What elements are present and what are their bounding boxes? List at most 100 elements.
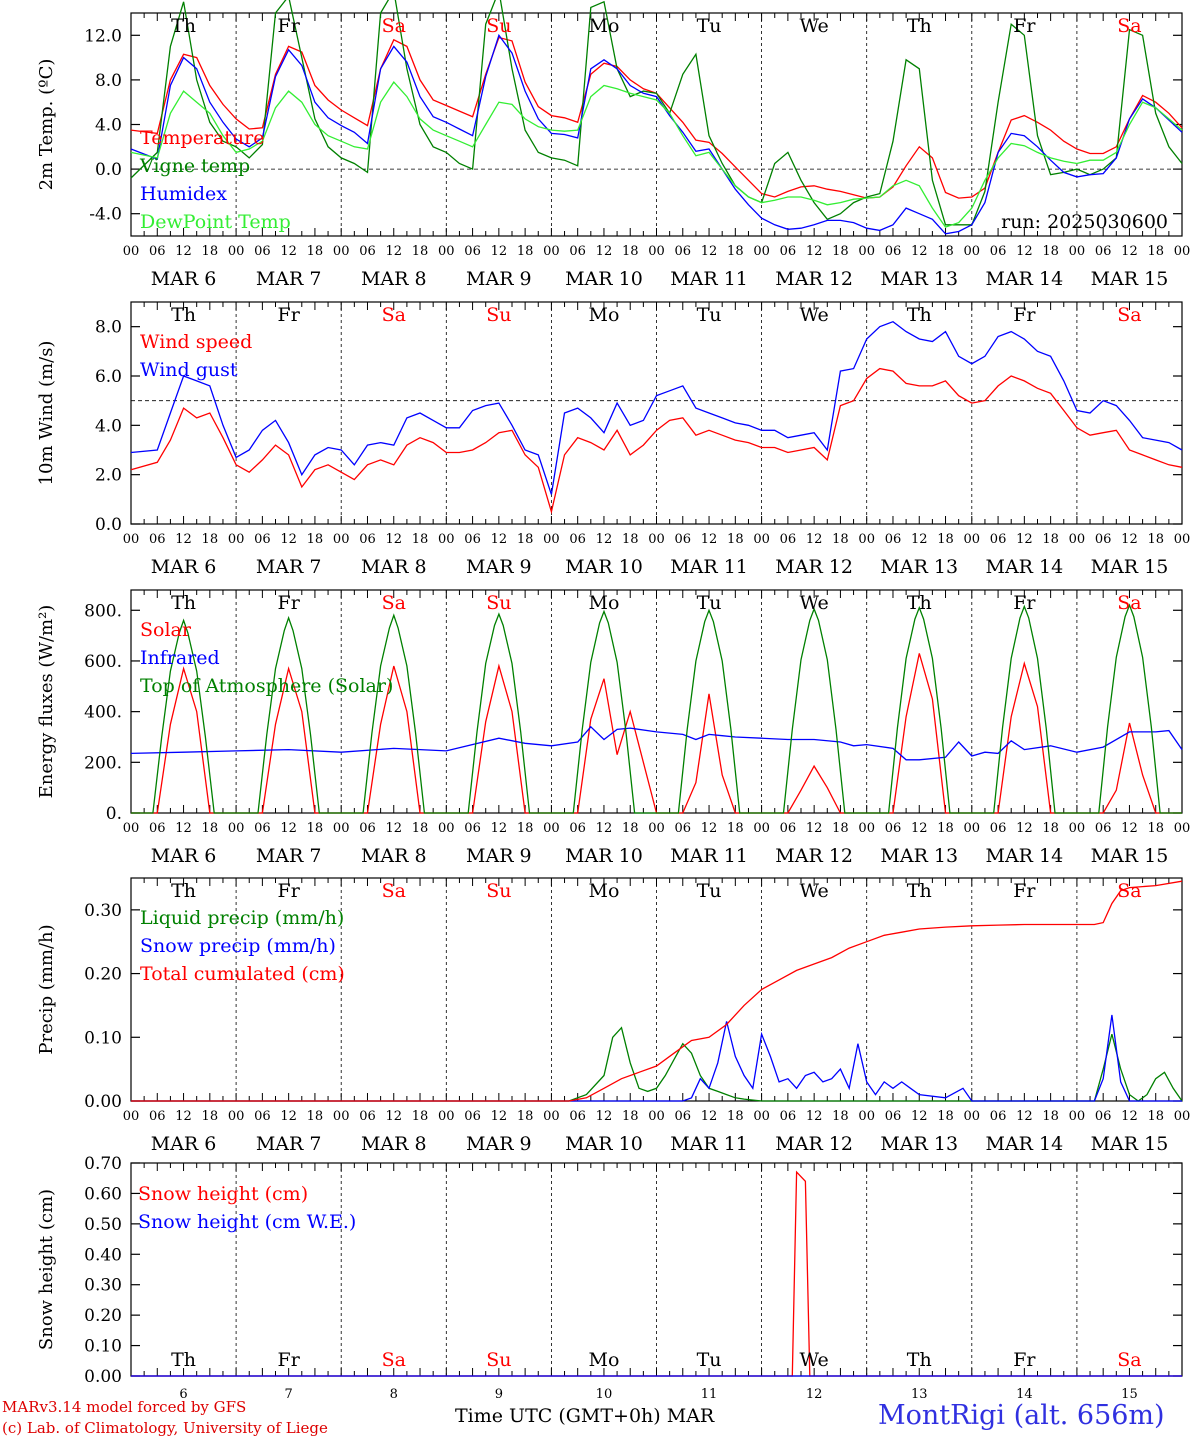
weekday-label: Sa [1117,880,1141,902]
y-axis-label: Snow height (cm) [36,1189,57,1350]
hour-tick-label: 06 [990,532,1007,547]
hour-tick-label: 06 [780,1109,797,1124]
date-label: MAR 9 [466,268,532,290]
weekday-label: We [800,15,829,37]
legend-entry: Snow height (cm) [138,1183,308,1205]
legend-entry: Vigne temp [139,155,250,177]
legend-entry: Snow precip (mm/h) [140,935,336,957]
date-label: MAR 12 [775,845,853,867]
date-label: MAR 15 [1091,556,1169,578]
hour-tick-label: 06 [254,1109,271,1124]
hour-tick-label: 06 [990,244,1007,259]
hour-tick-label: 00 [543,244,560,259]
legend-entry: Snow height (cm W.E.) [138,1211,356,1233]
hour-tick-label: 06 [675,532,692,547]
hour-tick-label: 12 [175,1109,192,1124]
y-tick-label: 12.0 [84,26,122,46]
date-label: MAR 14 [985,268,1063,290]
hour-tick-label: 12 [1016,244,1033,259]
hour-tick-label: 18 [517,1109,534,1124]
hour-tick-label: 12 [701,244,718,259]
hour-tick-label: 18 [1147,244,1164,259]
y-tick-label: 0.00 [84,1092,122,1112]
legend-entry: DewPoint Temp [140,211,291,233]
hour-tick-label: 12 [280,821,297,836]
series-line [131,1026,1183,1102]
day-number-label: 12 [806,1387,823,1402]
date-label: MAR 10 [565,268,643,290]
weekday-label: Th [171,304,196,326]
legend-entry: Total cumulated (cm) [140,963,345,985]
day-number-label: 10 [596,1387,613,1402]
hour-tick-label: 06 [149,1109,166,1124]
legend-entry: Liquid precip (mm/h) [140,907,344,929]
hour-tick-label: 00 [1174,1109,1191,1124]
y-tick-label: 0.70 [84,1154,122,1174]
date-label: MAR 7 [256,845,322,867]
hour-tick-label: 06 [675,1109,692,1124]
hour-tick-label: 06 [464,244,481,259]
hour-tick-label: 18 [622,532,639,547]
y-axis-label: 10m Wind (m/s) [36,341,57,486]
hour-tick-label: 00 [228,821,245,836]
weekday-label: Fr [1013,880,1036,902]
weekday-label: Th [171,15,196,37]
weekday-label: Fr [278,592,301,614]
hour-tick-label: 12 [385,244,402,259]
hour-tick-label: 06 [359,821,376,836]
hour-tick-label: 00 [648,532,665,547]
hour-tick-label: 06 [464,532,481,547]
hour-tick-label: 18 [727,1109,744,1124]
hour-tick-label: 18 [622,244,639,259]
hour-tick-label: 00 [1069,532,1086,547]
weekday-label: Mo [588,880,619,902]
weekday-label: Th [907,15,932,37]
hour-tick-label: 12 [1121,244,1138,259]
hour-tick-label: 12 [806,532,823,547]
hour-tick-label: 00 [964,244,981,259]
hour-tick-label: 12 [1121,1109,1138,1124]
hour-tick-label: 06 [885,532,902,547]
hour-tick-label: 00 [333,244,350,259]
weekday-label: Th [907,880,932,902]
hour-tick-label: 18 [832,244,849,259]
date-label: MAR 11 [670,1133,748,1155]
hour-tick-label: 18 [1147,821,1164,836]
hour-tick-label: 00 [543,532,560,547]
hour-tick-label: 06 [569,821,586,836]
hour-tick-label: 18 [937,532,954,547]
date-label: MAR 9 [466,556,532,578]
series-line [130,36,1183,199]
weekday-label: Sa [382,1349,406,1371]
date-label: MAR 13 [880,845,958,867]
weekday-label: Sa [1117,304,1141,326]
hour-tick-label: 18 [1042,1109,1059,1124]
hour-tick-label: 18 [1042,244,1059,259]
hour-tick-label: 18 [202,1109,219,1124]
hour-tick-label: 18 [412,532,429,547]
hour-tick-label: 12 [491,244,508,259]
hour-tick-label: 12 [911,1109,928,1124]
series-line [131,1014,1182,1102]
hour-tick-label: 12 [911,532,928,547]
hour-tick-label: 06 [254,532,271,547]
weekday-label: Th [907,1349,932,1371]
hour-tick-label: 18 [517,244,534,259]
hour-tick-label: 00 [228,532,245,547]
hour-tick-label: 12 [806,1109,823,1124]
y-tick-label: 0.40 [84,1245,122,1265]
y-axis-label: Precip (mm/h) [36,924,57,1054]
hour-tick-label: 12 [1121,821,1138,836]
hour-tick-label: 06 [359,532,376,547]
date-label: MAR 9 [466,845,532,867]
legend-entry: Humidex [140,183,227,205]
weekday-label: Su [486,304,511,326]
hour-tick-label: 06 [1095,244,1112,259]
weekday-label: Tu [697,880,722,902]
hour-tick-label: 12 [701,1109,718,1124]
y-tick-label: 0.10 [84,1028,122,1048]
hour-tick-label: 12 [596,821,613,836]
hour-tick-label: 12 [385,1109,402,1124]
hour-tick-label: 00 [1174,821,1191,836]
day-number-label: 9 [495,1387,503,1402]
